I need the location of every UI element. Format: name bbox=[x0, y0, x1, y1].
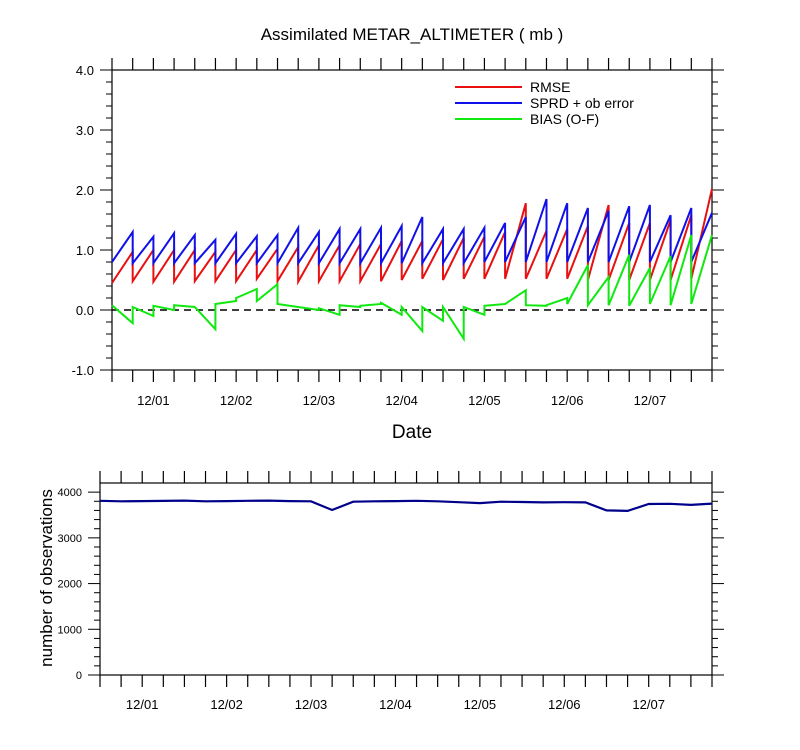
top-plot-frame bbox=[111, 69, 713, 371]
series-line-rmse bbox=[111, 188, 713, 286]
chart-title: Assimilated METAR_ALTIMETER ( mb ) bbox=[261, 25, 564, 44]
bottom-x-tick-label: 12/02 bbox=[210, 697, 243, 712]
bottom-x-tick-label: 12/03 bbox=[295, 697, 328, 712]
bottom-series-group bbox=[99, 499, 713, 513]
top-tick-labels: -1.0 0.0 1.0 2.0 3.0 4.0 12/01 12/02 12/03 12/04 1… bbox=[72, 63, 667, 408]
legend-entry: RMSE bbox=[530, 79, 570, 95]
bottom-x-tick-label: 12/04 bbox=[379, 697, 412, 712]
top-ticks bbox=[100, 58, 724, 382]
bottom-x-tick-label: 12/01 bbox=[126, 697, 159, 712]
top-y-tick-label: -1.0 bbox=[72, 363, 94, 378]
top-y-tick-label: 4.0 bbox=[76, 63, 94, 78]
top-series-group bbox=[111, 188, 713, 343]
top-x-tick-label: 12/05 bbox=[468, 393, 501, 408]
series-line-sprd-ob-error bbox=[111, 198, 713, 268]
bottom-tick-labels: 0 1000 2000 3000 4000 12/01 12/02 12/03 12/04 12/… bbox=[58, 487, 665, 712]
bottom-y-tick-label: 0 bbox=[76, 670, 82, 682]
top-y-tick-label: 1.0 bbox=[76, 243, 94, 258]
y-axis-label: number of observations bbox=[37, 489, 56, 667]
top-x-tick-label: 12/03 bbox=[303, 393, 336, 408]
bottom-x-tick-label: 12/07 bbox=[632, 697, 665, 712]
top-y-tick-label: 0.0 bbox=[76, 303, 94, 318]
top-x-tick-label: 12/06 bbox=[551, 393, 584, 408]
bottom-x-tick-label: 12/06 bbox=[548, 697, 581, 712]
legend-entry: SPRD + ob error bbox=[530, 95, 634, 111]
top-y-tick-label: 3.0 bbox=[76, 123, 94, 138]
top-x-tick-label: 12/04 bbox=[385, 393, 418, 408]
top-x-tick-label: 12/01 bbox=[137, 393, 170, 408]
series-line-bias-o-f bbox=[111, 234, 713, 343]
bottom-x-tick-label: 12/05 bbox=[464, 697, 497, 712]
top-x-tick-label: 12/07 bbox=[634, 393, 667, 408]
bottom-ticks bbox=[88, 471, 724, 687]
top-y-tick-label: 2.0 bbox=[76, 183, 94, 198]
bottom-chart: 0 1000 2000 3000 4000 12/01 12/02 12/03 12/04 12/… bbox=[58, 471, 724, 712]
series-line-observation-count bbox=[99, 499, 713, 513]
bottom-y-tick-label: 1000 bbox=[58, 624, 82, 636]
top-chart: -1.0 0.0 1.0 2.0 3.0 4.0 12/01 12/02 12/03 12/04 1… bbox=[72, 58, 724, 408]
bottom-y-tick-label: 2000 bbox=[58, 579, 82, 591]
top-x-tick-label: 12/02 bbox=[220, 393, 253, 408]
x-axis-label: Date bbox=[392, 422, 432, 443]
bottom-plot-frame bbox=[99, 482, 713, 676]
bottom-y-tick-label: 4000 bbox=[58, 487, 82, 499]
legend-entry: BIAS (O-F) bbox=[530, 111, 599, 127]
bottom-y-tick-label: 3000 bbox=[58, 533, 82, 545]
